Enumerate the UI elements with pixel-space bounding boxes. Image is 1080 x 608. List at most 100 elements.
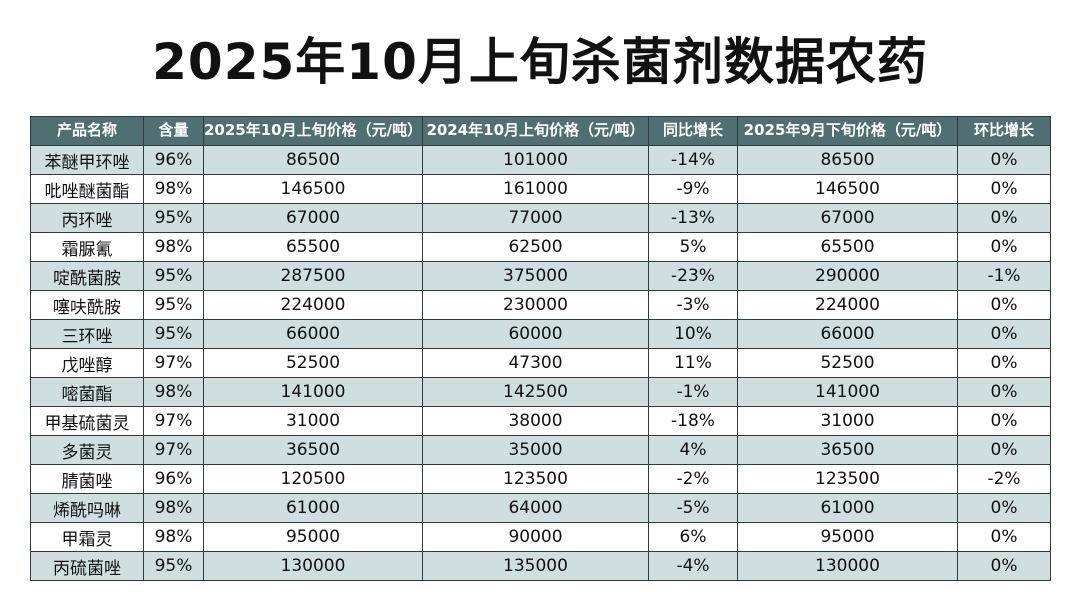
cell-yoy-growth: -5% [648, 493, 738, 523]
cell-product-name: 甲霜灵 [30, 522, 144, 552]
cell-price-2024-oct: 38000 [422, 406, 649, 436]
cell-price-2025-sep: 130000 [737, 551, 958, 581]
cell-price-2025-oct: 224000 [203, 290, 423, 320]
cell-content: 97% [143, 435, 204, 465]
cell-price-2025-oct: 31000 [203, 406, 423, 436]
cell-product-name: 嘧菌酯 [30, 377, 144, 407]
cell-price-2025-oct: 65500 [203, 232, 423, 262]
cell-price-2025-oct: 66000 [203, 319, 423, 349]
cell-price-2024-oct: 77000 [422, 203, 649, 233]
table-row: 三环唑 95% 66000 60000 10% 66000 0% [30, 319, 1051, 349]
cell-yoy-growth: -13% [648, 203, 738, 233]
cell-product-name: 丙硫菌唑 [30, 551, 144, 581]
cell-price-2025-oct: 86500 [203, 145, 423, 175]
cell-price-2025-sep: 224000 [737, 290, 958, 320]
cell-price-2024-oct: 123500 [422, 464, 649, 494]
cell-yoy-growth: 10% [648, 319, 738, 349]
cell-mom-growth: 0% [957, 232, 1051, 262]
cell-price-2024-oct: 90000 [422, 522, 649, 552]
cell-yoy-growth: 11% [648, 348, 738, 378]
cell-yoy-growth: -23% [648, 261, 738, 291]
table-row: 啶酰菌胺 95% 287500 375000 -23% 290000 -1% [30, 261, 1051, 291]
cell-content: 96% [143, 464, 204, 494]
cell-content: 95% [143, 290, 204, 320]
cell-content: 98% [143, 493, 204, 523]
cell-mom-growth: 0% [957, 145, 1051, 175]
cell-mom-growth: -1% [957, 261, 1051, 291]
cell-price-2025-oct: 52500 [203, 348, 423, 378]
table-row: 丙硫菌唑 95% 130000 135000 -4% 130000 0% [30, 551, 1051, 581]
table-row: 苯醚甲环唑 96% 86500 101000 -14% 86500 0% [30, 145, 1051, 175]
cell-price-2025-sep: 146500 [737, 174, 958, 204]
cell-product-name: 啶酰菌胺 [30, 261, 144, 291]
column-header-name: 产品名称 [30, 116, 144, 146]
cell-content: 98% [143, 232, 204, 262]
cell-price-2025-oct: 36500 [203, 435, 423, 465]
cell-product-name: 丙环唑 [30, 203, 144, 233]
table-row: 丙环唑 95% 67000 77000 -13% 67000 0% [30, 203, 1051, 233]
cell-price-2025-sep: 36500 [737, 435, 958, 465]
cell-price-2025-oct: 61000 [203, 493, 423, 523]
cell-yoy-growth: -2% [648, 464, 738, 494]
cell-price-2025-sep: 31000 [737, 406, 958, 436]
cell-price-2025-oct: 141000 [203, 377, 423, 407]
cell-price-2025-oct: 67000 [203, 203, 423, 233]
page-title: 2025年10月上旬杀菌剂数据农药 [152, 33, 928, 91]
cell-price-2025-sep: 123500 [737, 464, 958, 494]
cell-price-2025-sep: 290000 [737, 261, 958, 291]
cell-yoy-growth: -3% [648, 290, 738, 320]
cell-price-2024-oct: 62500 [422, 232, 649, 262]
column-header-content: 含量 [143, 116, 204, 146]
cell-price-2025-sep: 86500 [737, 145, 958, 175]
cell-price-2025-sep: 65500 [737, 232, 958, 262]
table-row: 烯酰吗啉 98% 61000 64000 -5% 61000 0% [30, 493, 1051, 523]
cell-mom-growth: 0% [957, 203, 1051, 233]
column-header-price-2025-oct: 2025年10月上旬价格（元/吨） [203, 116, 423, 146]
cell-mom-growth: 0% [957, 290, 1051, 320]
cell-content: 98% [143, 522, 204, 552]
cell-price-2024-oct: 230000 [422, 290, 649, 320]
cell-yoy-growth: -1% [648, 377, 738, 407]
cell-mom-growth: 0% [957, 348, 1051, 378]
cell-price-2025-sep: 61000 [737, 493, 958, 523]
cell-price-2025-sep: 141000 [737, 377, 958, 407]
cell-yoy-growth: -14% [648, 145, 738, 175]
cell-product-name: 霜脲氰 [30, 232, 144, 262]
cell-yoy-growth: -4% [648, 551, 738, 581]
table-row: 甲基硫菌灵 97% 31000 38000 -18% 31000 0% [30, 406, 1051, 436]
table-row: 吡唑醚菌酯 98% 146500 161000 -9% 146500 0% [30, 174, 1051, 204]
table-header-row: 产品名称 含量 2025年10月上旬价格（元/吨） 2024年10月上旬价格（元… [30, 116, 1051, 146]
cell-product-name: 腈菌唑 [30, 464, 144, 494]
cell-content: 97% [143, 348, 204, 378]
cell-product-name: 多菌灵 [30, 435, 144, 465]
table-row: 腈菌唑 96% 120500 123500 -2% 123500 -2% [30, 464, 1051, 494]
table-row: 霜脲氰 98% 65500 62500 5% 65500 0% [30, 232, 1051, 262]
price-table: 产品名称 含量 2025年10月上旬价格（元/吨） 2024年10月上旬价格（元… [30, 116, 1051, 581]
cell-content: 97% [143, 406, 204, 436]
cell-mom-growth: 0% [957, 435, 1051, 465]
cell-price-2024-oct: 161000 [422, 174, 649, 204]
cell-price-2024-oct: 60000 [422, 319, 649, 349]
cell-content: 96% [143, 145, 204, 175]
table-row: 戊唑醇 97% 52500 47300 11% 52500 0% [30, 348, 1051, 378]
cell-price-2024-oct: 64000 [422, 493, 649, 523]
cell-price-2024-oct: 47300 [422, 348, 649, 378]
column-header-yoy: 同比增长 [648, 116, 738, 146]
cell-product-name: 戊唑醇 [30, 348, 144, 378]
cell-price-2025-sep: 95000 [737, 522, 958, 552]
table-row: 甲霜灵 98% 95000 90000 6% 95000 0% [30, 522, 1051, 552]
cell-product-name: 吡唑醚菌酯 [30, 174, 144, 204]
cell-mom-growth: 0% [957, 406, 1051, 436]
cell-price-2025-oct: 287500 [203, 261, 423, 291]
cell-price-2024-oct: 375000 [422, 261, 649, 291]
cell-price-2024-oct: 101000 [422, 145, 649, 175]
cell-product-name: 烯酰吗啉 [30, 493, 144, 523]
cell-price-2024-oct: 35000 [422, 435, 649, 465]
cell-price-2025-oct: 95000 [203, 522, 423, 552]
column-header-price-2024-oct: 2024年10月上旬价格（元/吨） [422, 116, 649, 146]
cell-mom-growth: 0% [957, 377, 1051, 407]
cell-price-2024-oct: 142500 [422, 377, 649, 407]
cell-mom-growth: 0% [957, 174, 1051, 204]
cell-yoy-growth: 5% [648, 232, 738, 262]
cell-product-name: 甲基硫菌灵 [30, 406, 144, 436]
